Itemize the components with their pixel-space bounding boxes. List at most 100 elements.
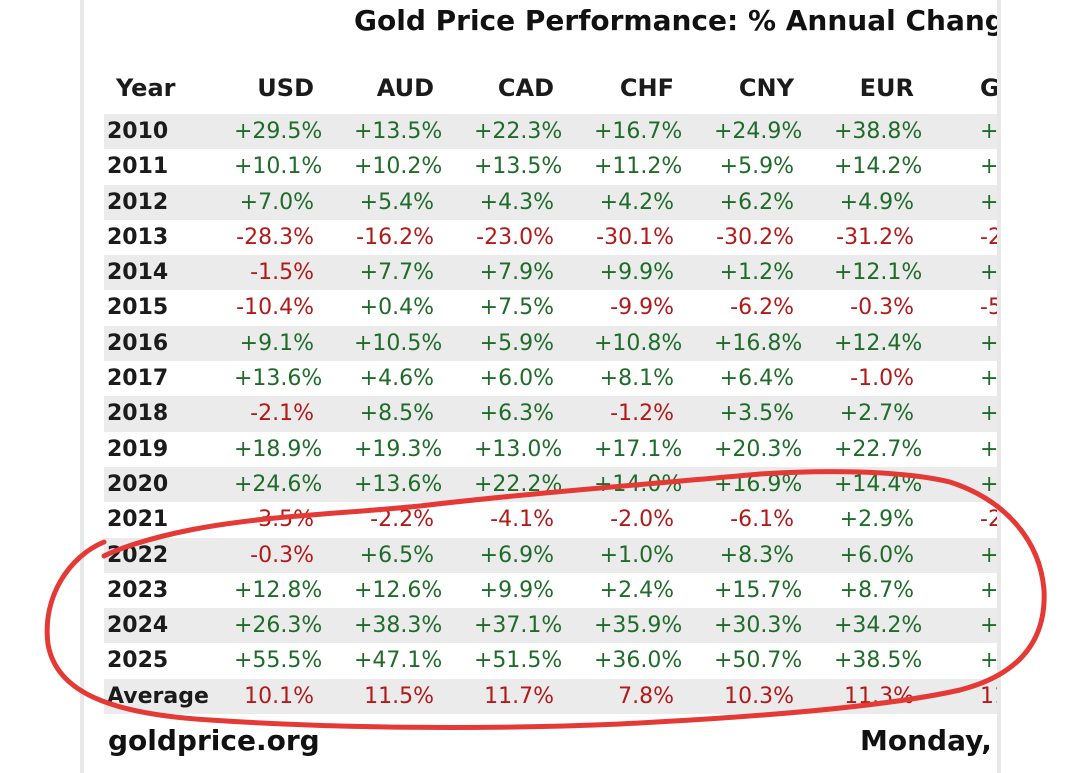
value-cell: +11.	[980, 542, 997, 568]
column-header-cad: CAD	[497, 74, 554, 102]
value-cell: +6.4%	[719, 366, 794, 392]
year-cell: Average	[107, 683, 209, 709]
value-cell: 11.7%	[484, 683, 554, 709]
year-cell: 2014	[107, 260, 169, 286]
table-row: 2023 +12.8% +12.6% +9.9% +2.4% +15.7% +8.7% +6.	[104, 573, 997, 608]
value-cell: +38.3%	[354, 613, 443, 639]
value-cell: +13.5%	[474, 154, 563, 180]
year-cell: 2018	[107, 401, 169, 427]
table-row: 2016 +9.1% +10.5% +5.9% +10.8% +16.8% +12.4% +3…	[104, 325, 997, 362]
year-cell: 2023	[107, 577, 169, 603]
value-cell: +10.8%	[594, 330, 683, 356]
value-cell: +9.9%	[599, 260, 674, 286]
value-cell: +10.	[980, 154, 997, 180]
value-cell: +9.1%	[239, 330, 314, 356]
table-row: Average 10.1% 11.5% 11.7% 7.8% 10.3% 11.3% 11.	[104, 678, 997, 715]
value-cell: +7.7%	[359, 260, 434, 286]
value-cell: +12.4%	[834, 330, 923, 356]
value-cell: +7.9%	[479, 260, 554, 286]
value-cell: 11.5%	[364, 683, 434, 709]
value-cell: +37.1%	[474, 613, 563, 639]
table-row: 2013 -28.3% -16.2% -23.0% -30.1% -30.2% -31.2%…	[104, 220, 997, 255]
value-cell: +6.0%	[479, 366, 554, 392]
value-cell: 11.3%	[844, 683, 914, 709]
year-cell: 2017	[107, 366, 169, 392]
value-cell: +22.2%	[474, 471, 563, 497]
table-row: 2024 +26.3% +38.3% +37.1% +35.9% +30.3% +34.2%…	[104, 608, 997, 644]
value-cell: +24.9%	[714, 119, 803, 144]
value-cell: +4.3%	[479, 189, 554, 215]
value-cell: +24.6%	[234, 471, 323, 497]
value-cell: -29.	[980, 224, 997, 250]
table-row: 2019 +18.9% +19.3% +13.0% +17.1% +20.3% +22.7%…	[104, 432, 997, 467]
value-cell: +3.	[980, 401, 997, 427]
value-cell: -6.1%	[730, 507, 794, 533]
value-cell: 11.	[980, 683, 997, 709]
source-label: goldprice.org	[108, 724, 320, 757]
value-cell: +47.	[980, 648, 997, 674]
value-cell: +34.	[980, 119, 997, 144]
year-cell: 2015	[107, 295, 169, 321]
value-cell: +26.3%	[234, 613, 323, 639]
table-viewport: Gold Price Performance: % Annual Chang Y…	[84, 0, 997, 773]
value-cell: +10.1%	[234, 154, 323, 180]
table-row: 2014 -1.5% +7.7% +7.9% +9.9% +1.2% +12.1% +5.	[104, 255, 997, 291]
value-cell: +28.	[980, 613, 997, 639]
value-cell: +6.3%	[479, 401, 554, 427]
value-cell: +36.0%	[594, 648, 683, 674]
year-cell: 2024	[107, 613, 169, 639]
value-cell: +5.9%	[719, 154, 794, 180]
value-cell: +8.3%	[719, 542, 794, 568]
value-cell: +22.3%	[474, 119, 563, 144]
value-cell: +20.3%	[714, 436, 803, 462]
value-cell: -4.1%	[490, 507, 554, 533]
value-cell: +14.	[980, 436, 997, 462]
table-row: 2010 +29.5% +13.5% +22.3% +16.7% +24.9% +38.8%…	[104, 114, 997, 150]
value-cell: 7.8%	[618, 683, 674, 709]
value-cell: -2.2%	[370, 507, 434, 533]
value-cell: +34.2%	[834, 613, 923, 639]
value-cell: +30.3%	[714, 613, 803, 639]
column-header-cny: CNY	[738, 74, 794, 102]
value-cell: -10.4%	[236, 295, 314, 321]
value-cell: +38.8%	[834, 119, 923, 144]
value-cell: +10.2%	[354, 154, 443, 180]
value-cell: +14.0%	[594, 471, 683, 497]
value-cell: +8.7%	[839, 577, 914, 603]
value-cell: +1.0%	[599, 542, 674, 568]
value-cell: +12.6%	[354, 577, 443, 603]
value-cell: -1.2%	[610, 401, 674, 427]
value-cell: +30.	[980, 330, 997, 356]
value-cell: +13.5%	[354, 119, 443, 144]
value-cell: -1.0%	[850, 366, 914, 392]
table-body: 2010 +29.5% +13.5% +22.3% +16.7% +24.9% +38.8%…	[104, 114, 997, 715]
value-cell: +12.1%	[834, 260, 923, 286]
year-cell: 2016	[107, 330, 169, 356]
value-cell: -16.2%	[356, 224, 434, 250]
value-cell: +35.9%	[594, 613, 683, 639]
value-cell: +55.5%	[234, 648, 323, 674]
right-gutter	[1001, 0, 1080, 773]
value-cell: -30.2%	[716, 224, 794, 250]
value-cell: -0.3%	[250, 542, 314, 568]
value-cell: -9.9%	[610, 295, 674, 321]
table-row: 2017 +13.6% +4.6% +6.0% +8.1% +6.4% -1.0% +3.	[104, 361, 997, 396]
left-border	[80, 0, 84, 773]
value-cell: +6.2%	[719, 189, 794, 215]
value-cell: +4.6%	[359, 366, 434, 392]
year-cell: 2013	[107, 224, 169, 250]
year-cell: 2012	[107, 189, 169, 215]
value-cell: +51.5%	[474, 648, 563, 674]
value-cell: -23.0%	[476, 224, 554, 250]
value-cell: +6.5%	[359, 542, 434, 568]
column-header-chf: CHF	[619, 74, 674, 102]
value-cell: +3.	[980, 366, 997, 392]
value-cell: +14.4%	[834, 471, 923, 497]
value-cell: -31.2%	[836, 224, 914, 250]
value-cell: +20.	[980, 471, 997, 497]
value-cell: +4.9%	[839, 189, 914, 215]
value-cell: 10.1%	[244, 683, 314, 709]
value-cell: +2.4%	[599, 577, 674, 603]
value-cell: +9.9%	[479, 577, 554, 603]
column-header-eur: EUR	[859, 74, 914, 102]
